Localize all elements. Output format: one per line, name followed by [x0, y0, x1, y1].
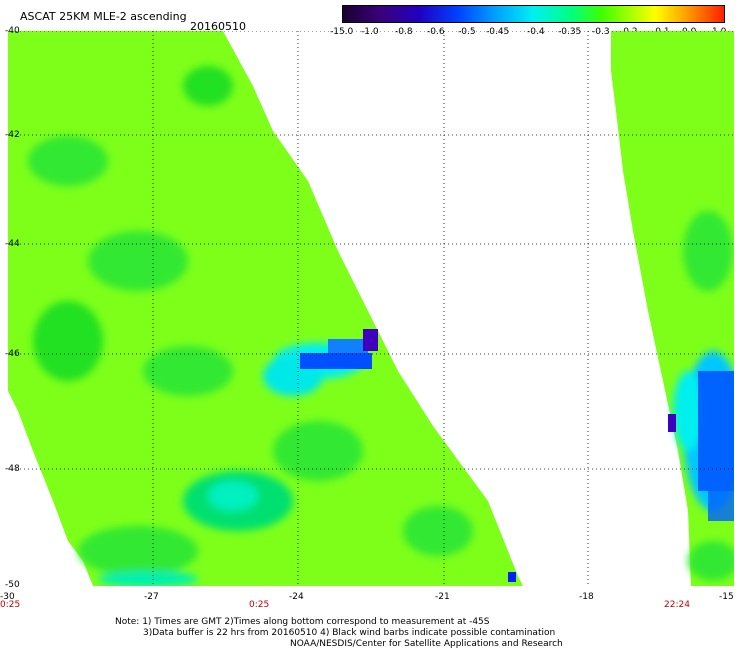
blue-anomaly [300, 353, 372, 369]
blue-anomaly [708, 491, 734, 521]
colorbar-label: -0.45 [486, 27, 510, 37]
lon-label: -27 [144, 592, 159, 602]
lon-label: -18 [579, 592, 594, 602]
colorbar-label: -0.35 [558, 27, 582, 37]
colorbar-label: -0.3 [592, 27, 610, 37]
lat-label: -46 [5, 349, 20, 359]
right-swath [611, 31, 734, 586]
lat-label: -42 [5, 130, 20, 140]
time-label-middle: 0:25 [249, 600, 270, 610]
purple-anomaly [363, 329, 378, 351]
colorbar-label: -0.5 [458, 27, 476, 37]
note-line-2: 3)Data buffer is 22 hrs from 20160510 4)… [143, 628, 556, 638]
lon-label: -24 [289, 592, 304, 602]
blue-anomaly [508, 572, 516, 582]
blue-anomaly [698, 371, 734, 491]
lat-label: -48 [5, 464, 20, 474]
green-patch [78, 526, 198, 576]
lat-label: -44 [5, 239, 20, 249]
colorbar-label: -0.4 [527, 27, 545, 37]
lat-label: -40 [5, 26, 20, 36]
green-patch [273, 421, 363, 481]
lon-label: -30 [0, 592, 15, 602]
green-patch [403, 506, 473, 556]
colorbar-label: -0.8 [395, 27, 413, 37]
colorbar-label: -1.0 [361, 27, 379, 37]
lat-label: -50 [5, 580, 20, 590]
cyan-patch [208, 481, 258, 511]
graticule [8, 31, 734, 586]
colorbar-label: -0.6 [427, 27, 445, 37]
note-line-3: NOAA/NESDIS/Center for Satellite Applica… [290, 639, 563, 649]
colorbar-label: -15.0 [330, 27, 354, 37]
blue-anomaly [328, 339, 368, 353]
purple-anomaly [668, 414, 676, 432]
map-date: 20160510 [190, 20, 246, 33]
green-patch [688, 541, 734, 581]
green-patch [183, 66, 233, 106]
left-swath [8, 31, 523, 586]
cyan-patch [673, 371, 703, 451]
left-swath-base [8, 31, 523, 586]
lon-label: -21 [435, 592, 450, 602]
cyan-patch [98, 571, 198, 586]
map-title: ASCAT 25KM MLE-2 ascending [20, 10, 187, 23]
lon-label: -15 [719, 592, 734, 602]
green-patch [28, 136, 108, 186]
time-label-left: 0:25 [0, 600, 21, 610]
note-line-1: Note: 1) Times are GMT 2)Times along bot… [115, 617, 490, 627]
time-label-right: 22:24 [664, 600, 690, 610]
green-patch [683, 211, 733, 291]
green-patch [143, 346, 233, 396]
scatterometer-map [8, 31, 734, 586]
color-scale-bar [342, 5, 725, 23]
green-patch [33, 301, 103, 381]
green-patch [88, 231, 188, 291]
